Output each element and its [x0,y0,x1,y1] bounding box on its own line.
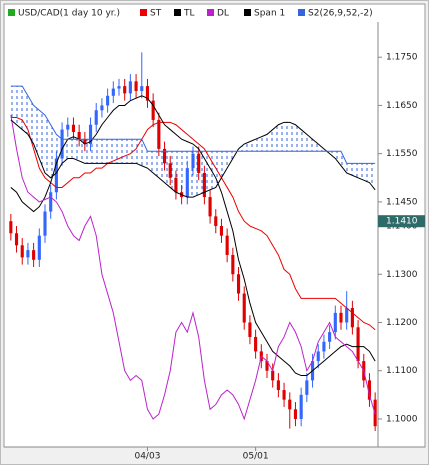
y-tick-label: 1.1650 [386,101,418,111]
candle-body [43,211,47,236]
candle-body [214,216,218,227]
candle-body [197,153,201,173]
line-series [10,117,376,331]
candle-body [191,153,195,169]
legend-swatch [244,9,251,16]
candle-body [174,177,178,193]
candle-body [123,86,127,94]
y-tick-label: 1.1550 [386,149,418,159]
x-tick-label: 04/03 [134,452,160,462]
legend-swatch [174,9,181,16]
candle-body [305,380,309,395]
x-tick-label: 05/01 [243,452,269,462]
candle-body [162,148,167,164]
candle-body [111,88,115,96]
candle-body [231,254,235,275]
candle-body [322,341,326,352]
candle-body [145,86,150,101]
candle-body [37,235,41,260]
candle-body [71,124,76,132]
candle-body [236,274,241,294]
candle-body [288,399,292,410]
candle-body [117,86,121,89]
candle-body [77,131,81,140]
candle-body [151,100,155,120]
candle-body [265,361,269,371]
candle-body [140,86,144,91]
candle-body [106,95,110,106]
candle-body [350,308,354,328]
candle-body [20,245,24,258]
candle-body [219,226,224,236]
candle-body [54,158,58,193]
legend-label: TL [183,9,195,19]
candle-body [367,380,372,400]
legend-label: ST [150,9,162,19]
legend-label: S2(26,9,52,-2) [308,9,373,19]
y-tick-label: 1.1100 [386,366,418,376]
candle-body [282,390,286,400]
line-series [10,85,376,164]
candle-body [88,124,93,145]
y-tick-label: 1.1450 [386,197,418,207]
candle-body [316,351,320,362]
candle-body [157,119,161,149]
last-price-box [378,215,425,228]
candle-body [208,197,212,217]
candle-body [26,250,30,258]
legend-swatch [8,9,15,16]
candle-body [333,312,337,333]
y-tick-label: 1.1200 [386,318,418,328]
candle-body [293,409,298,419]
candle-body [225,235,229,255]
candle-body [94,110,98,125]
candle-body [242,293,246,323]
candle-body [168,163,172,178]
candle-body [9,221,13,234]
legend-swatch [140,9,147,16]
candle-body [248,322,252,337]
y-tick-label: 1.1000 [386,414,418,424]
legend-swatch [298,9,305,16]
legend-label: Span 1 [254,9,285,19]
y-tick-label: 1.1300 [386,270,418,280]
candle-body [32,250,36,260]
line-series [10,115,376,421]
candle-body [66,124,70,130]
y-tick-label: 1.1750 [386,53,418,63]
candle-body [83,139,87,145]
candle-body [276,380,280,391]
legend-label: USD/CAD(1 day 10 yr.) [18,9,120,19]
candle-body [345,308,349,323]
candle-body [254,336,258,352]
line-series [10,119,376,198]
candle-body [339,312,343,323]
candle-body [299,394,303,419]
legend-label: DL [217,9,229,19]
candle-body [128,81,132,94]
candle-body [60,129,64,159]
candle-body [202,172,206,198]
candle-body [185,168,189,198]
candle-body [356,327,360,362]
last-price-label: 1.1410 [386,217,418,227]
candle-body [49,192,53,212]
candle-body [328,332,332,342]
candle-body [271,370,275,381]
candle-body [14,233,19,246]
candle-body [134,81,138,91]
legend-swatch [207,9,214,16]
line-series [10,95,376,377]
candle-body [100,105,104,111]
